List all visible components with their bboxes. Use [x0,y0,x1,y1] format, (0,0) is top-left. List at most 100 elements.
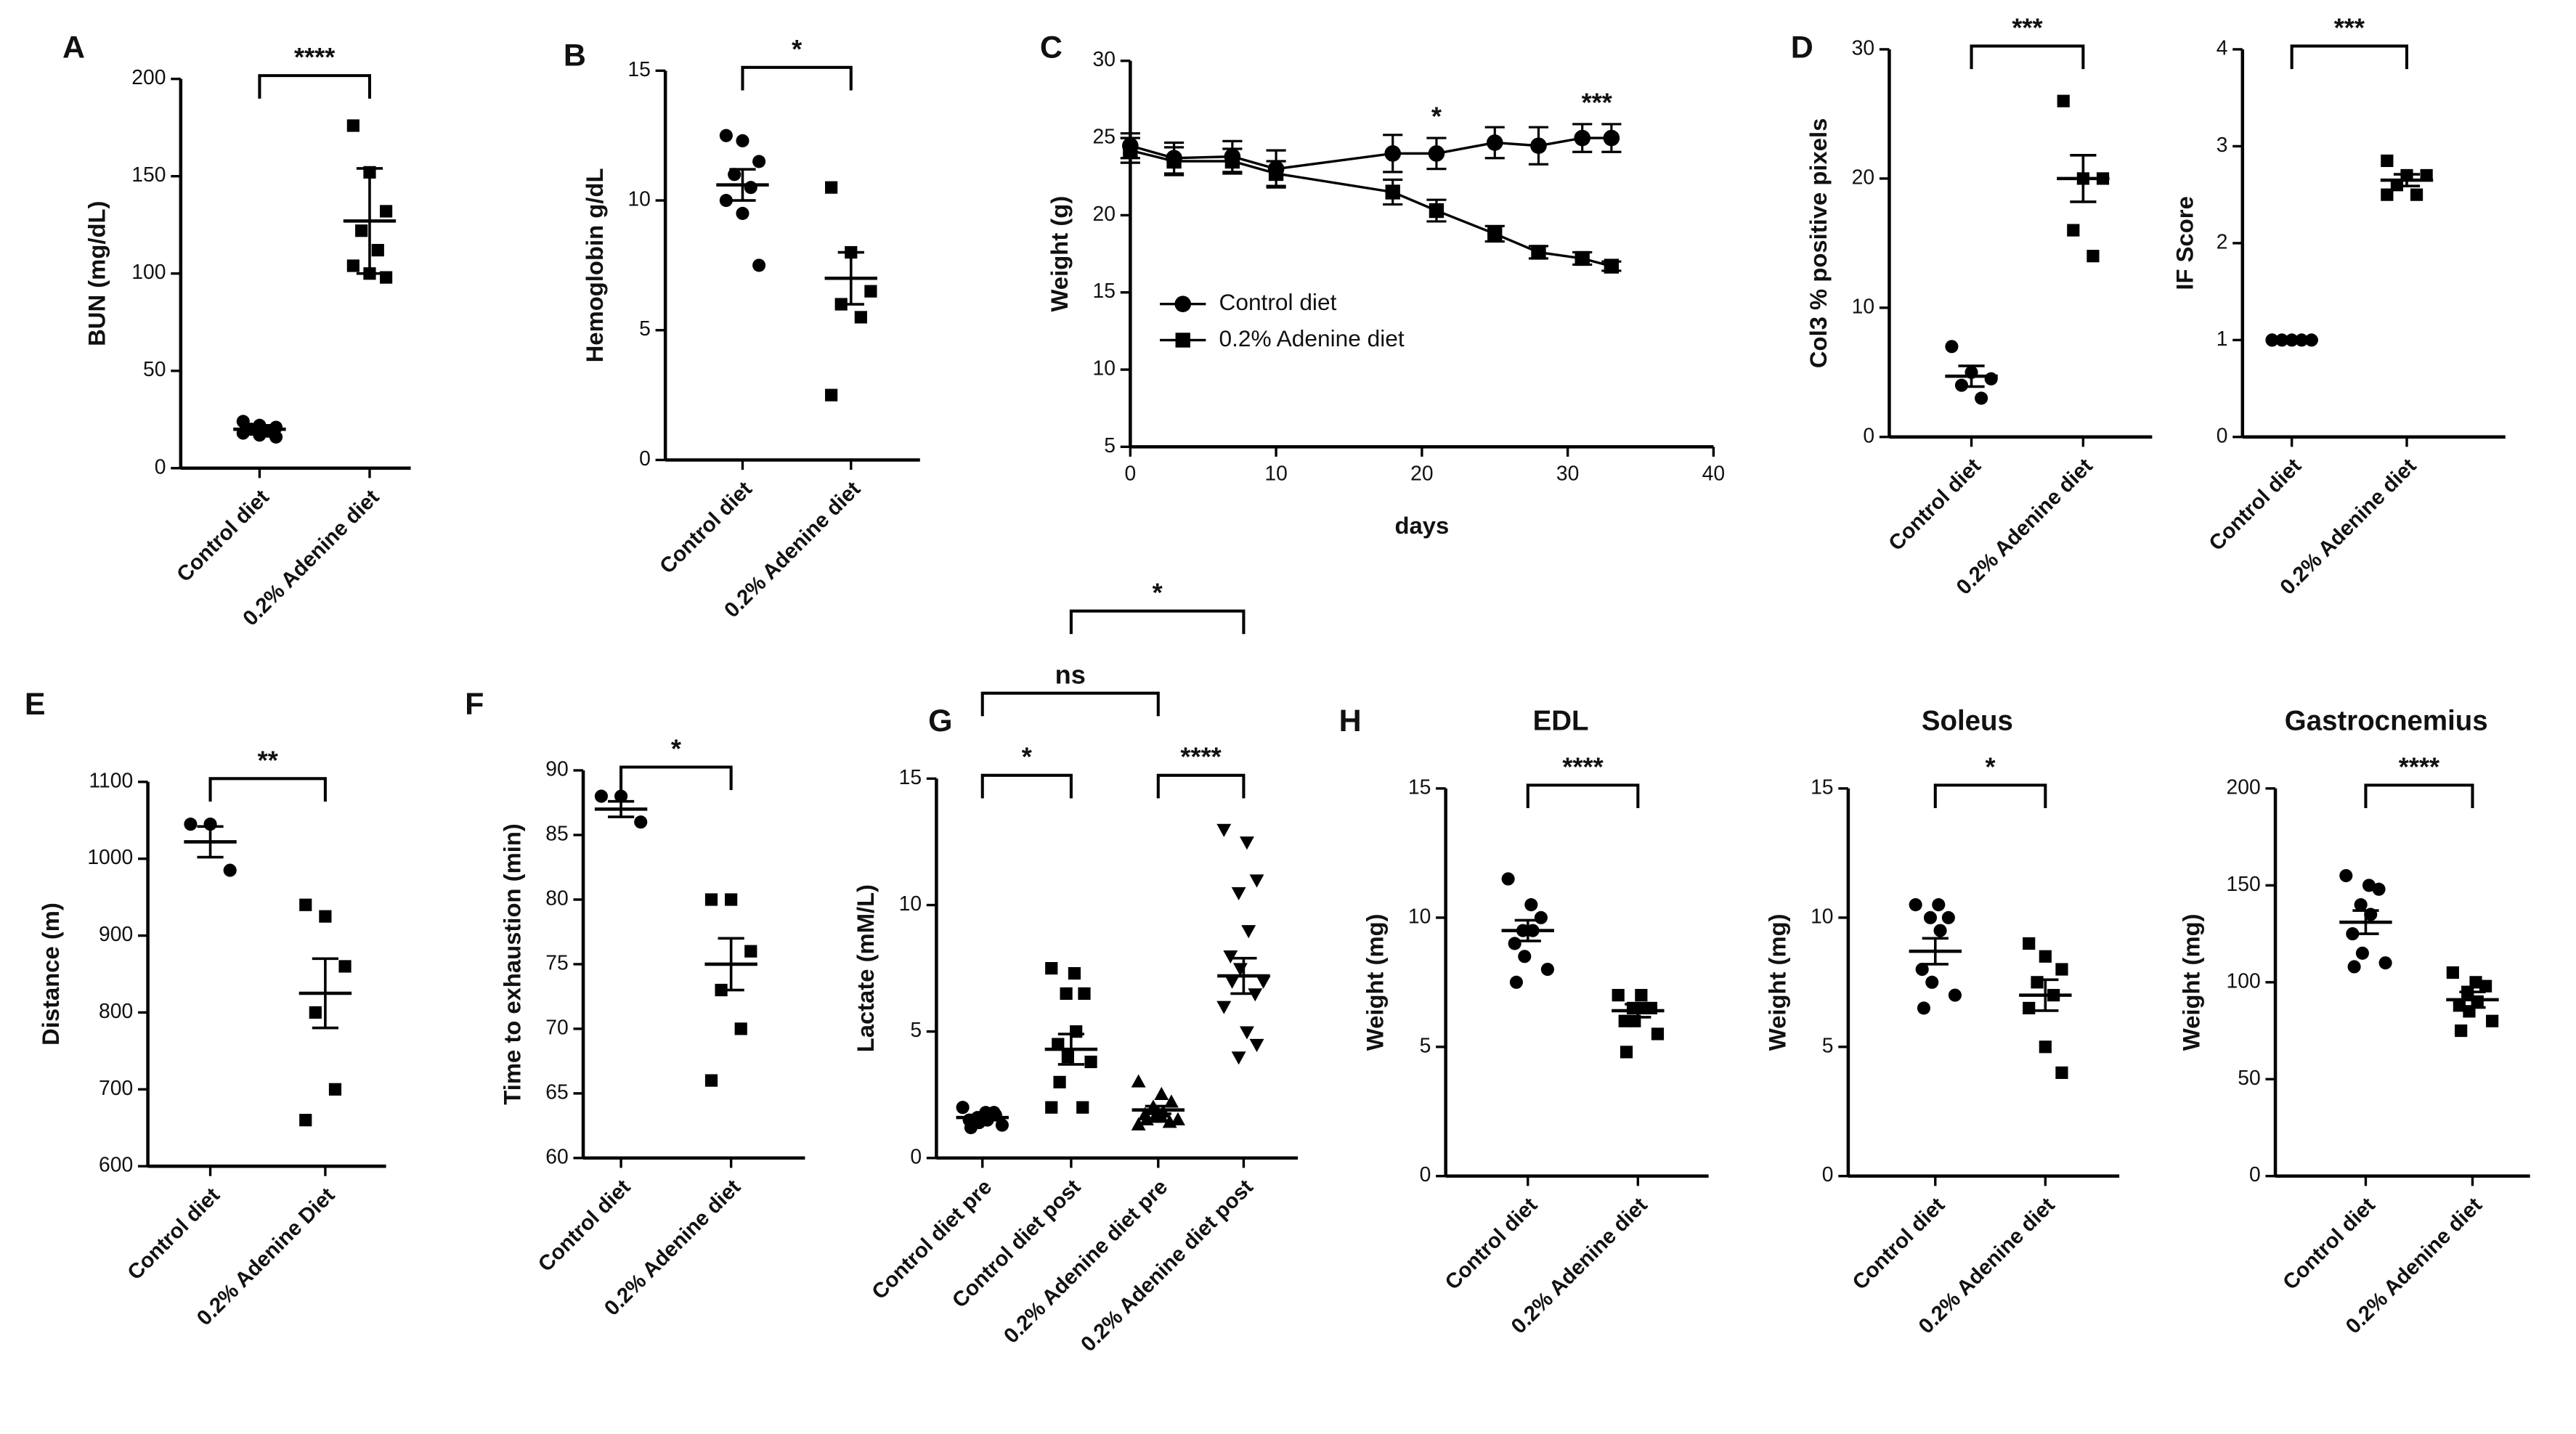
data-point [1131,1117,1146,1131]
data-point [2362,879,2376,892]
data-point [253,428,267,442]
data-point [2446,966,2459,979]
y-tick-label: 80 [545,886,568,909]
data-point [704,1074,718,1087]
y-tick-label: 4 [2217,36,2228,59]
data-point [995,1118,1009,1132]
significance-label: **** [294,42,336,72]
data-point [1166,153,1182,169]
data-point [1045,1101,1058,1114]
significance-bracket [258,74,372,99]
chart-title: EDL [1533,706,1589,737]
significance-bracket [619,765,733,791]
y-axis-label: Lactate (mM/L) [852,884,879,1052]
x-tick-label: 40 [1702,461,1725,484]
legend-marker [1175,333,1190,348]
data-point [1224,975,1240,989]
legend-marker [1174,296,1192,313]
data-point [2023,1001,2036,1015]
y-axis-label: Weight (mg) [2178,913,2205,1051]
data-point [2486,1014,2499,1027]
y-tick-label: 15 [627,57,650,81]
data-point [1984,372,1998,386]
y-tick-label: 5 [910,1018,922,1041]
y-axis-label: Weight (mg) [1764,913,1791,1051]
data-point [1053,1075,1066,1088]
data-point [734,1022,747,1035]
y-tick-label: 85 [545,821,568,844]
data-point [2039,950,2052,963]
data-point [719,129,733,142]
data-point [1540,962,1554,977]
data-point [2381,188,2394,201]
y-tick-label: 0 [639,447,651,470]
data-point [736,206,749,220]
x-tick-label: 0 [1124,461,1136,484]
panel-letter: E [25,687,46,722]
series-line [1129,149,1612,268]
y-tick-label: 2 [2217,229,2228,253]
y-tick-label: 10 [1852,294,1874,317]
data-point [184,818,198,831]
significance-label: * [1022,742,1033,772]
data-point [2410,188,2423,201]
significance-label: * [1153,578,1163,608]
data-point [1487,226,1503,242]
y-tick-label: 10 [1811,904,1833,927]
y-tick-label: 100 [2227,969,2261,992]
panel-letter: G [928,704,952,738]
data-point [964,1121,978,1135]
significance-label: **** [1180,742,1222,772]
x-tick-label: Control diet [655,477,757,579]
data-point [719,194,733,208]
significance-label: * [792,34,803,64]
data-point [1534,910,1548,924]
y-tick-label: 30 [1852,36,1874,59]
panel-letter: D [1791,30,1813,65]
y-tick-label: 200 [2227,775,2261,798]
data-point [1941,910,1955,924]
significance-label: * [1986,751,1996,781]
y-tick-label: 5 [1104,433,1116,457]
data-point [355,224,368,237]
data-point [1249,874,1264,888]
data-point [1612,989,1625,1002]
y-tick-label: 10 [899,892,922,915]
data-point [1045,962,1058,975]
data-point [1604,258,1620,274]
data-point [1945,340,1959,354]
x-tick-label: Control diet [172,485,274,587]
data-point [752,258,766,272]
annotation: *** [1582,87,1613,117]
data-point [2055,963,2068,976]
chart-title: Soleus [1922,706,2013,737]
panel-letter: F [465,687,484,722]
y-tick-label: 15 [1408,775,1431,798]
data-point [2087,250,2100,263]
data-point [1232,963,1248,977]
data-point [223,863,237,877]
data-point [2381,154,2394,168]
series-line [1129,137,1612,171]
y-tick-label: 0 [2249,1162,2261,1186]
chart-title: Gastrocnemius [2285,706,2488,737]
data-point [1429,203,1445,219]
data-point [299,898,312,911]
data-point [1635,989,1648,1002]
data-point [1249,1038,1264,1052]
significance-label: **** [2399,751,2440,781]
data-point [1385,184,1400,200]
data-point [2372,882,2386,896]
data-point [1076,1101,1089,1114]
data-point [1948,988,1962,1002]
data-point [328,1083,342,1096]
data-point [744,181,757,195]
data-point [1509,975,1523,989]
significance-bracket [208,777,327,802]
data-point [380,271,393,284]
y-tick-label: 15 [1093,279,1116,302]
y-tick-label: 50 [2238,1066,2260,1089]
data-point [1241,925,1256,939]
annotation: * [1431,102,1442,131]
